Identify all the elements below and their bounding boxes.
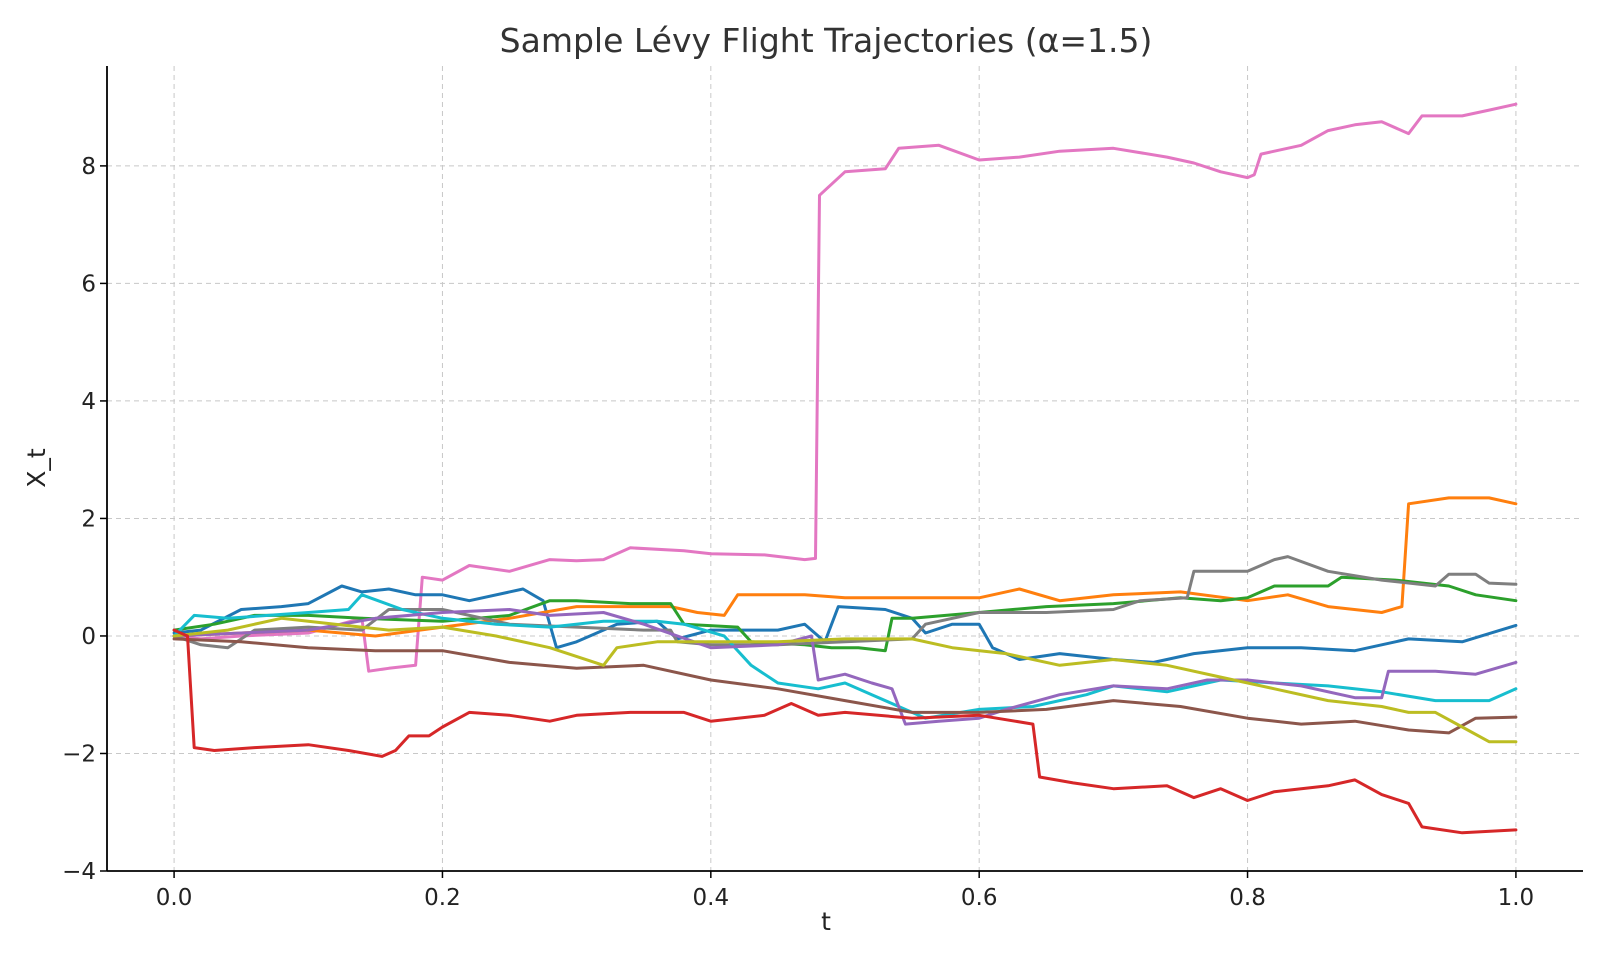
x-tick-label: 0.2: [424, 885, 461, 911]
series-line-3: [172, 496, 1518, 638]
y-axis-label: X_t: [22, 448, 51, 488]
series-lines: [172, 102, 1518, 835]
x-tick-label: 0.8: [1229, 885, 1266, 911]
x-tick-label: 0.0: [156, 885, 193, 911]
grid-lines: [107, 66, 1583, 872]
y-tick-label: 0: [81, 624, 96, 650]
x-axis-ticks: 0.0 0.2 0.4 0.6 0.8 1.0: [156, 871, 1534, 911]
y-tick-label: 2: [81, 506, 96, 532]
series-line-1: [172, 102, 1518, 673]
series-line-10: [172, 628, 1518, 835]
x-axis-label: t: [821, 907, 831, 936]
series-line-7: [172, 608, 1518, 726]
series-line-2: [172, 584, 1518, 664]
y-tick-label: 4: [81, 389, 96, 415]
x-tick-label: 0.6: [961, 885, 998, 911]
y-axis-ticks: −4 −2 0 2 4 6 8: [62, 154, 107, 885]
x-tick-label: 1.0: [1498, 885, 1535, 911]
y-tick-label: −4: [62, 859, 96, 885]
x-tick-label: 0.4: [693, 885, 730, 911]
chart-title: Sample Lévy Flight Trajectories (α=1.5): [500, 21, 1153, 60]
y-tick-label: 6: [81, 271, 96, 297]
y-tick-label: −2: [62, 741, 96, 767]
y-tick-label: 8: [81, 154, 96, 180]
series-line-9: [172, 616, 1518, 744]
axes: [106, 66, 1583, 872]
series-line-8: [172, 637, 1518, 735]
